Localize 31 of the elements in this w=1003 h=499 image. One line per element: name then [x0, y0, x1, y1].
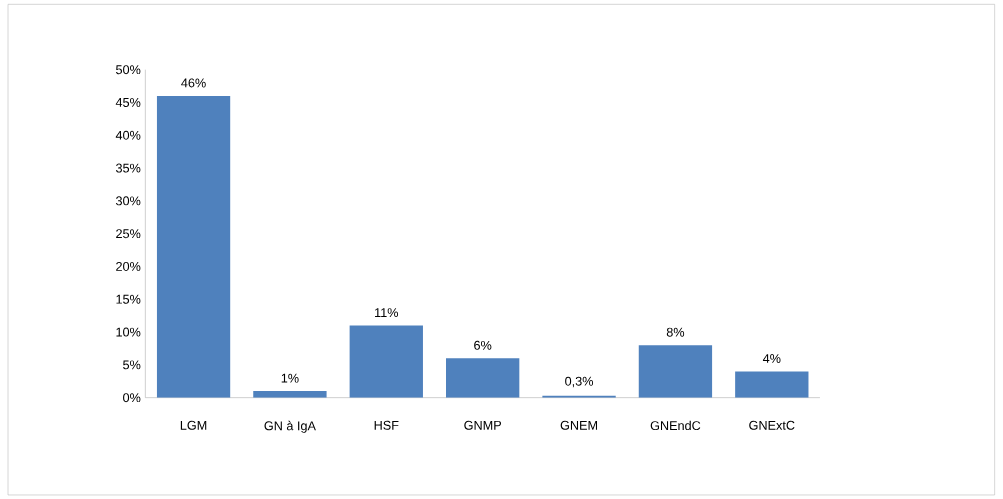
- x-tick-label: GNEndC: [650, 420, 701, 431]
- bar: [349, 325, 423, 398]
- y-tick-label: 30%: [115, 196, 141, 206]
- bar: [156, 95, 231, 398]
- y-tick-label: 5%: [123, 360, 141, 370]
- y-tick-label: 35%: [115, 163, 141, 173]
- y-tick-label: 25%: [116, 229, 141, 239]
- x-tick-label: GNExtC: [749, 420, 795, 430]
- data-label: 4%: [762, 354, 781, 363]
- x-tick-label: LGM: [180, 420, 207, 430]
- y-tick-label: 15%: [116, 294, 141, 304]
- y-tick-label: 0%: [123, 393, 141, 403]
- y-tick-label: 20%: [116, 261, 141, 271]
- x-tick-label: GNMP: [464, 420, 501, 430]
- data-label: 11%: [375, 308, 399, 318]
- bar: [735, 371, 809, 398]
- data-label: 46%: [181, 78, 206, 88]
- y-tick-label: 50%: [116, 65, 141, 75]
- x-tick-label: GN à IgA: [264, 420, 316, 433]
- bar: [446, 358, 520, 398]
- data-label: 1%: [281, 373, 299, 383]
- data-label: 6%: [474, 340, 492, 350]
- y-tick-label: 40%: [115, 130, 141, 140]
- x-tick-label: GNEM: [560, 420, 598, 430]
- y-tick-label: 45%: [115, 98, 141, 107]
- bar: [253, 391, 327, 398]
- bar: [638, 345, 713, 398]
- data-label: 0,3%: [565, 376, 594, 388]
- data-label: 8%: [666, 327, 685, 337]
- y-tick-label: 10%: [116, 327, 141, 337]
- x-tick-label: HSF: [374, 420, 399, 430]
